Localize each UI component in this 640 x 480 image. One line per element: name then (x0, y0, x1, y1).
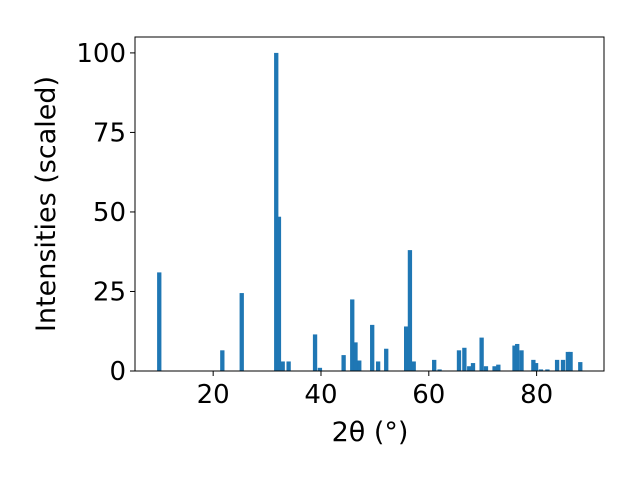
bar (157, 272, 162, 371)
bar (568, 351, 573, 371)
bar (280, 361, 285, 371)
bar (375, 361, 381, 371)
bar (357, 360, 362, 371)
x-tick-label: 40 (304, 380, 337, 410)
bar (239, 293, 244, 371)
bar (353, 342, 358, 371)
x-axis-label: 2θ (°) (332, 417, 409, 448)
y-axis: 0 25 50 75 100 (76, 39, 135, 387)
bar (492, 366, 497, 371)
bar (341, 355, 346, 371)
x-axis: 20 40 60 80 (197, 371, 553, 410)
plot-frame (134, 36, 605, 372)
bar (578, 362, 583, 371)
x-tick-label: 60 (412, 380, 445, 410)
bar (276, 216, 282, 371)
y-tick-label: 75 (93, 118, 126, 148)
bar (515, 343, 520, 371)
bar (220, 350, 225, 371)
bar (560, 359, 566, 371)
bar (407, 250, 413, 371)
bar (467, 366, 472, 371)
bar (274, 52, 279, 372)
bar (538, 369, 544, 371)
y-tick-label: 100 (76, 39, 126, 69)
x-tick-label: 20 (197, 380, 230, 410)
bar (483, 366, 489, 371)
x-tick-label: 80 (520, 380, 553, 410)
bar (432, 359, 437, 371)
bar (384, 348, 389, 371)
bar (350, 299, 355, 371)
y-tick-label: 50 (93, 198, 126, 228)
bar (531, 359, 536, 371)
bar (479, 337, 484, 371)
bar (565, 351, 571, 371)
y-axis-label: Intensities (scaled) (31, 76, 62, 332)
bar (462, 347, 467, 371)
bar (519, 350, 524, 371)
bar-series (157, 52, 583, 372)
bar (470, 363, 476, 371)
y-tick-label: 25 (93, 277, 126, 307)
bar (456, 350, 462, 371)
bar (496, 364, 501, 371)
bar (286, 361, 291, 371)
bar (512, 345, 517, 371)
bar (312, 334, 318, 371)
y-tick-label: 0 (109, 357, 126, 387)
bar (404, 326, 409, 371)
bar (437, 369, 442, 371)
bar (545, 369, 550, 371)
bar (554, 359, 560, 371)
bar (317, 367, 323, 371)
bar (411, 361, 416, 371)
bar (533, 363, 539, 371)
bar (370, 324, 375, 371)
